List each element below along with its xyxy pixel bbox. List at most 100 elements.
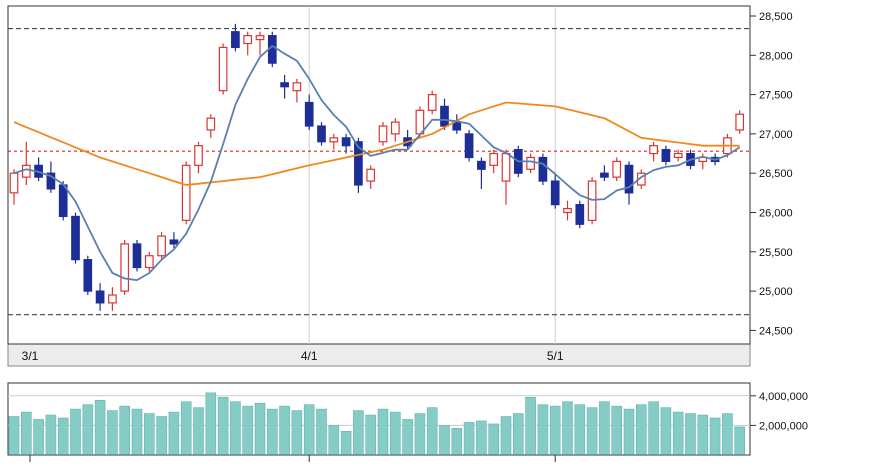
candlestick [563,200,572,221]
volume-bar [45,414,57,455]
volume-bar [414,413,426,455]
candlestick [661,145,671,166]
volume-bar [402,419,413,455]
volume-bar [266,408,278,455]
month-label: 4/1 [301,349,318,363]
candle-body [378,125,388,143]
volume-bar [500,416,512,455]
volume-plot-border [7,382,751,456]
candlestick [415,106,425,138]
volume-bar [254,402,266,455]
candle-body [366,168,376,182]
candlestick [612,157,622,182]
price-plot-border [7,5,751,345]
volume-bar [562,401,573,455]
volume-bar [119,405,130,455]
volume-bar [70,408,81,455]
candlestick [292,78,302,103]
volume-bar [205,392,217,455]
candlestick [477,157,486,189]
candlestick [95,283,105,311]
candle-body [329,137,339,143]
volume-bar [623,408,635,455]
volume-bar [685,413,696,455]
candlestick [427,90,437,115]
volume-bar [180,401,192,455]
volume-bar [635,404,647,455]
candlestick [329,133,339,150]
candlestick [218,43,228,95]
candle-body [390,121,400,135]
candle-body [292,82,302,92]
candlestick [71,212,80,264]
volume-bar [303,404,315,455]
reference-lines-layer [8,27,750,316]
volume-axis-label: 2,000,000 [759,420,808,432]
candle-body [538,156,548,182]
volume-bar [672,411,684,455]
volume-axis-label: 4,000,000 [759,391,808,403]
volume-bar [156,416,167,455]
candle-body [563,207,572,214]
candle-body [673,152,683,159]
volume-bar [426,407,438,455]
volume-bar [144,413,155,455]
volume-bar [709,417,721,455]
candle-body [83,259,93,292]
volume-bar [57,417,69,455]
volume-bar [389,411,401,455]
price-axis-label: 28,500 [759,11,793,23]
volume-bar [107,410,118,455]
volume-bar [611,405,623,455]
volume-bar [648,401,659,455]
candlestick [649,141,658,162]
volume-bar [512,413,524,455]
candle-body [21,164,31,178]
candlestick [464,129,474,162]
candlestick [735,110,745,134]
candlestick [243,31,253,56]
volume-bar [193,407,204,455]
candle-body [157,235,166,257]
month-label: 5/1 [547,349,564,363]
volume-bar [82,404,94,455]
volume-bar [549,405,561,455]
candlestick [120,240,130,296]
candlestick [181,161,191,225]
candlestick [231,23,240,52]
volume-bar [722,413,733,455]
volume-bar [451,428,463,455]
price-axis-label: 25,000 [759,286,793,298]
price-axis-label: 24,500 [759,325,793,337]
ma-short-line [13,45,741,281]
candle-body [735,113,745,131]
candle-body [477,160,486,170]
ma-long-line [13,101,740,186]
volume-bar [230,401,241,455]
volume-bar [316,408,327,455]
candle-body [181,164,191,221]
candle-body [649,145,658,155]
candlestick [108,287,117,311]
candlestick [378,122,388,146]
candle-body [58,184,68,218]
candlestick [366,165,376,189]
volume-bar [525,396,536,455]
month-label: 3/1 [22,349,39,363]
candlestick [624,161,634,205]
candle-body [354,141,363,186]
candlestick [169,232,179,248]
candle-body [95,290,105,304]
candlestick [317,122,326,146]
candle-body [624,164,634,194]
candlestick [341,133,351,154]
candle-body [243,35,253,45]
volume-bar [574,404,586,455]
candle-body [108,294,117,304]
candlestick [538,153,548,185]
volume-bar [463,422,475,455]
candle-body [526,156,535,170]
candle-body [280,82,289,88]
candlestick [390,118,400,142]
volume-bar [353,410,364,455]
